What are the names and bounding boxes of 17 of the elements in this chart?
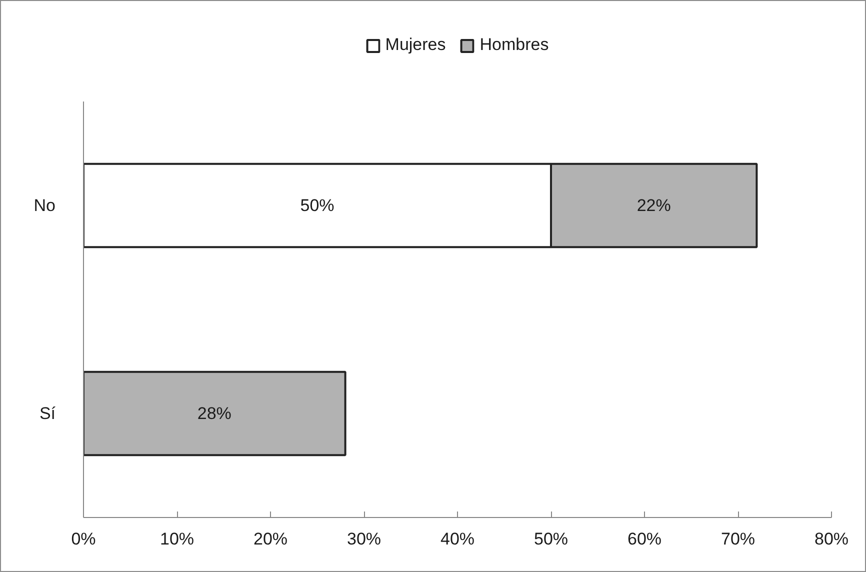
- y-tick-label: Sí: [39, 404, 56, 423]
- bar: [84, 370, 346, 456]
- data-label: 50%: [300, 196, 334, 215]
- legend-label: Hombres: [480, 35, 549, 55]
- x-tick-label: 20%: [253, 530, 288, 548]
- x-tick-label: 50%: [534, 530, 568, 548]
- x-tick-label: 40%: [440, 530, 475, 548]
- x-tick-label: 80%: [814, 530, 849, 548]
- data-label: 22%: [636, 196, 671, 215]
- x-tick-label: 30%: [346, 530, 382, 548]
- x-tick-label: 60%: [627, 530, 662, 548]
- x-tick-label: 70%: [720, 530, 756, 548]
- legend-label: Mujeres: [385, 35, 446, 55]
- x-tick-label: 10%: [160, 530, 194, 548]
- x-tick-label: 0%: [71, 530, 96, 548]
- y-tick-label: No: [34, 196, 56, 215]
- data-label: 28%: [197, 404, 232, 423]
